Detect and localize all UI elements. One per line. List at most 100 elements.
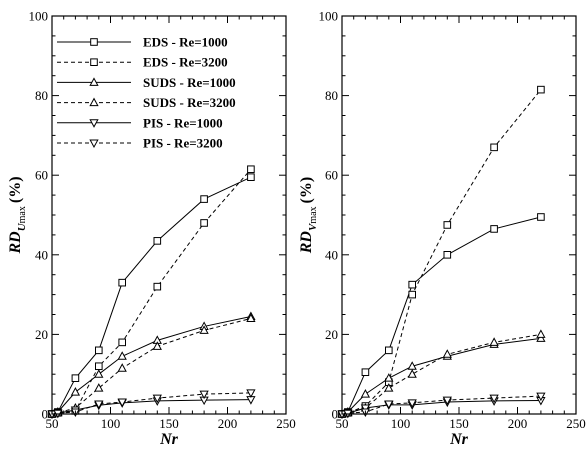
data-point-eds-re-1000-7: [247, 173, 255, 181]
series-eds-re-3200: [48, 165, 255, 418]
data-point-suds-re-3200-3: [384, 383, 394, 392]
data-point-eds-re-3200-6: [490, 143, 498, 152]
data-point-suds-re-1000-2: [70, 387, 81, 396]
y-tick-label: 80: [35, 88, 48, 103]
y-axis-title-sub-max: max: [17, 206, 28, 223]
x-axis-ticks: 50 100 150 200 250: [46, 16, 296, 431]
data-point-eds-re-3200-7: [537, 85, 545, 94]
legend-entry-pis-re-3200: PIS - Re=3200: [57, 136, 223, 151]
data-point-pis-re-3200-6: [489, 394, 499, 404]
x-tick-label: 200: [508, 416, 528, 431]
legend-entry-eds-re-3200: EDS - Re=3200: [57, 55, 228, 70]
y-tick-label: 60: [35, 168, 48, 183]
data-point-eds-re-1000-6: [200, 195, 208, 203]
x-tick-label: 100: [391, 416, 411, 431]
legend-label: PIS - Re=1000: [143, 115, 223, 130]
series-line-suds-re-1000: [341, 337, 541, 415]
legend-marker: [89, 119, 99, 128]
x-axis-title: Nr: [159, 431, 179, 448]
series-group: [337, 85, 546, 420]
data-point-pis-re-3200-7: [246, 389, 256, 398]
data-point-suds-re-3200-7: [246, 313, 256, 322]
x-axis-title: Nr: [449, 431, 469, 448]
legend-label: EDS - Re=1000: [143, 35, 228, 50]
legend-label: EDS - Re=3200: [143, 55, 228, 70]
series-line-suds-re-1000: [51, 316, 252, 415]
panel-v-max: 50 100 150 200 250 0 20 40 60 80 100 Nr RDVmax (%): [298, 9, 586, 449]
x-tick-label: 200: [218, 416, 238, 431]
x-tick-label: 50: [46, 416, 59, 431]
y-axis-ticks: 0 20 40 60 80 100: [319, 9, 576, 422]
x-tick-label: 50: [336, 416, 349, 431]
y-tick-label: 80: [325, 88, 338, 103]
data-point-eds-re-3200-5: [443, 221, 452, 229]
x-axis-ticks: 50 100 150 200 250: [336, 16, 586, 431]
data-point-suds-re-3200-7: [536, 329, 546, 338]
data-point-pis-re-3200-3: [384, 400, 394, 410]
y-tick-label: 100: [319, 9, 339, 24]
data-point-pis-re-3200-6: [199, 390, 209, 400]
series-line-eds-re-1000: [51, 176, 252, 415]
data-point-eds-re-1000-2: [361, 368, 370, 377]
data-point-pis-re-3200-7: [536, 392, 546, 402]
data-point-suds-re-3200-3: [94, 383, 104, 392]
data-point-eds-re-3200-7: [247, 165, 255, 174]
legend-label: SUDS - Re=1000: [143, 75, 236, 90]
data-point-suds-re-3200-6: [199, 325, 209, 334]
data-point-suds-re-1000-3: [94, 369, 104, 378]
data-point-eds-re-1000-5: [153, 237, 162, 245]
data-point-eds-re-3200-4: [408, 290, 416, 299]
data-point-suds-re-3200-5: [442, 349, 452, 358]
y-axis-title-sub-max: max: [308, 206, 319, 223]
y-axis-title: RDUmax (%): [7, 176, 28, 254]
legend-entry-suds-re-1000: SUDS - Re=1000: [57, 75, 236, 90]
x-tick-label: 100: [101, 416, 121, 431]
legend-entry-eds-re-1000: EDS - Re=1000: [57, 35, 228, 50]
series-eds-re-1000: [338, 213, 545, 418]
x-tick-label: 150: [449, 416, 469, 431]
data-point-suds-re-1000-3: [384, 373, 394, 382]
data-point-pis-re-3200-5: [152, 394, 162, 404]
data-point-pis-re-3200-4: [117, 398, 127, 408]
x-tick-label: 250: [566, 416, 586, 431]
series-line-eds-re-3200: [51, 168, 252, 415]
data-point-eds-re-1000-4: [118, 278, 127, 287]
series-group: [47, 165, 256, 420]
panel-u-max: 50 100 150 200 250 0 20 40 60 80 100 Nr RDUmax (%) EDS…: [7, 9, 296, 449]
legend-entry-suds-re-3200: SUDS - Re=3200: [57, 95, 236, 110]
legend-entry-pis-re-1000: PIS - Re=1000: [57, 115, 223, 130]
legend-label: SUDS - Re=3200: [143, 95, 236, 110]
series-line-pis-re-1000: [51, 399, 251, 415]
legend-label: PIS - Re=3200: [143, 136, 223, 151]
series-line-eds-re-1000: [341, 216, 542, 415]
data-point-eds-re-1000-3: [385, 346, 393, 355]
data-point-suds-re-1000-2: [360, 389, 371, 398]
legend-marker: [89, 77, 99, 86]
y-tick-label: 0: [332, 407, 339, 422]
y-axis-title-main: RD: [298, 231, 315, 255]
x-tick-label: 150: [159, 416, 179, 431]
series-line-eds-re-3200: [341, 89, 542, 415]
series-eds-re-3200: [338, 85, 545, 418]
data-point-eds-re-1000-5: [443, 251, 452, 259]
y-tick-label: 0: [42, 407, 49, 422]
y-axis-ticks: 0 20 40 60 80 100: [29, 9, 286, 422]
data-point-eds-re-3200-3: [95, 362, 103, 371]
data-point-eds-re-1000-4: [408, 280, 416, 289]
y-tick-label: 20: [325, 327, 338, 342]
y-tick-label: 40: [325, 247, 338, 262]
legend-marker: [89, 139, 99, 149]
series-line-pis-re-1000: [341, 399, 541, 415]
data-point-pis-re-3200-4: [407, 399, 417, 408]
data-point-eds-re-1000-6: [490, 225, 498, 233]
y-tick-label: 60: [325, 168, 338, 183]
data-point-eds-re-3200-4: [118, 338, 127, 347]
legend-marker: [90, 58, 98, 67]
legend-marker: [89, 97, 99, 107]
series-pis-re-1000: [47, 396, 256, 420]
y-tick-label: 20: [35, 327, 48, 342]
y-axis-title-sub-var: U: [16, 222, 28, 231]
data-point-suds-re-3200-4: [117, 363, 127, 372]
